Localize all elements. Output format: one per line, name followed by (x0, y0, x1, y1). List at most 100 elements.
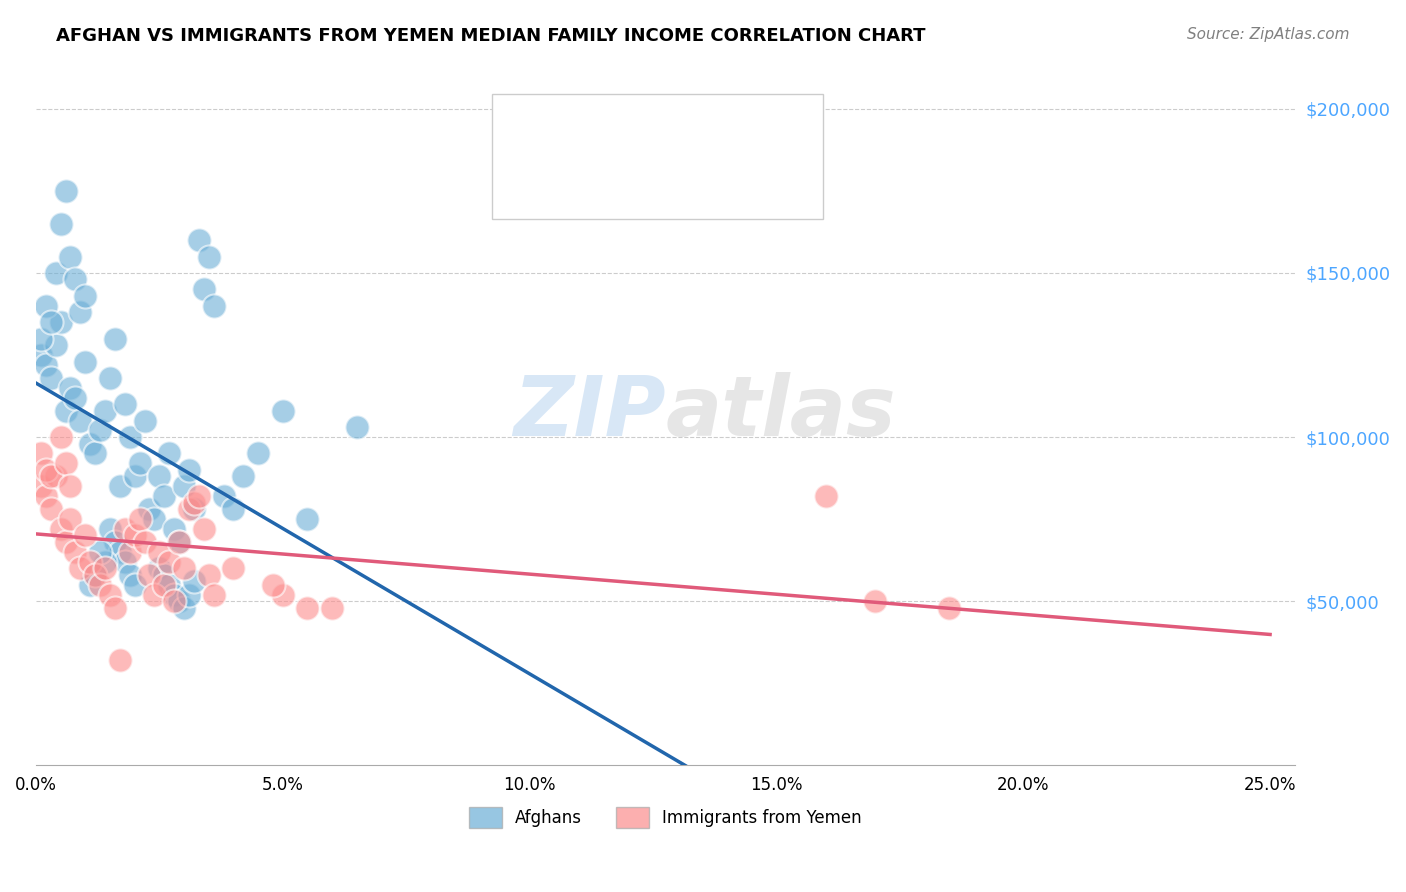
Point (98, 588, 121, 602)
Point (167, 535, 190, 549)
Point (148, 545, 170, 559)
Point (30, 446, 52, 460)
Point (35, 358, 58, 372)
Point (89, 545, 111, 559)
Point (55, 535, 77, 549)
Text: ZIP: ZIP (513, 372, 665, 453)
Point (222, 502, 245, 516)
Point (98, 522, 121, 536)
Point (45, 469, 67, 483)
Point (69, 561, 91, 575)
Point (59, 479, 82, 493)
Point (94, 555, 117, 569)
Point (104, 535, 127, 549)
Point (114, 555, 136, 569)
Point (128, 456, 150, 470)
Point (79, 436, 101, 450)
Point (297, 600, 319, 615)
Point (232, 469, 254, 483)
Point (59, 512, 82, 526)
Point (30, 332, 52, 346)
Point (167, 535, 190, 549)
Point (134, 414, 156, 428)
Point (89, 424, 111, 438)
Point (157, 555, 180, 569)
Point (75, 289, 97, 303)
Point (197, 567, 219, 582)
Point (49, 430, 72, 444)
Point (35, 463, 58, 477)
Point (35, 489, 58, 503)
Point (143, 588, 166, 602)
Point (187, 233, 209, 247)
Point (65, 545, 87, 559)
Point (84, 567, 107, 582)
Point (187, 489, 209, 503)
Point (118, 567, 141, 582)
Text: R = -0.431: R = -0.431 (550, 171, 655, 191)
Point (69, 414, 91, 428)
Point (197, 250, 219, 264)
Point (94, 561, 117, 575)
Point (30, 479, 52, 493)
Text: R = -0.313: R = -0.313 (550, 124, 655, 144)
Point (39, 315, 62, 329)
Point (49, 315, 72, 329)
Text: AFGHAN VS IMMIGRANTS FROM YEMEN MEDIAN FAMILY INCOME CORRELATION CHART: AFGHAN VS IMMIGRANTS FROM YEMEN MEDIAN F… (56, 27, 925, 45)
Point (153, 577, 176, 591)
Point (49, 217, 72, 231)
Point (75, 528, 97, 542)
Point (108, 545, 131, 559)
Point (108, 479, 131, 493)
Point (157, 446, 180, 460)
Point (153, 489, 176, 503)
Point (222, 561, 245, 575)
Point (55, 456, 77, 470)
Point (183, 495, 205, 509)
Point (193, 522, 215, 536)
Point (79, 555, 101, 569)
Point (65, 272, 87, 286)
Point (183, 574, 205, 589)
Point (49, 522, 72, 536)
Point (59, 381, 82, 395)
Legend: Afghans, Immigrants from Yemen: Afghans, Immigrants from Yemen (463, 801, 869, 834)
Point (59, 250, 82, 264)
Point (55, 403, 77, 417)
Point (212, 489, 235, 503)
Point (271, 403, 294, 417)
Point (177, 588, 200, 602)
Point (124, 577, 146, 591)
Point (163, 522, 186, 536)
Point (173, 561, 195, 575)
Point (202, 588, 225, 602)
Point (114, 397, 136, 411)
Text: Source: ZipAtlas.com: Source: ZipAtlas.com (1187, 27, 1350, 42)
Point (108, 653, 131, 667)
Point (143, 512, 166, 526)
Point (55, 184, 77, 198)
Point (124, 469, 146, 483)
Point (157, 577, 180, 591)
Point (84, 446, 107, 460)
Point (79, 577, 101, 591)
Point (167, 594, 190, 608)
Point (163, 594, 186, 608)
Point (39, 469, 62, 483)
Point (45, 266, 67, 280)
Point (45, 338, 67, 352)
Point (271, 588, 294, 602)
Point (104, 332, 127, 346)
Point (297, 512, 319, 526)
Point (177, 463, 200, 477)
Point (30, 348, 52, 362)
Point (262, 577, 284, 591)
Point (75, 354, 97, 368)
Point (173, 600, 195, 615)
Point (69, 305, 91, 319)
Point (863, 594, 886, 608)
Point (98, 371, 121, 385)
Point (84, 567, 107, 582)
Point (35, 299, 58, 313)
Point (814, 489, 837, 503)
